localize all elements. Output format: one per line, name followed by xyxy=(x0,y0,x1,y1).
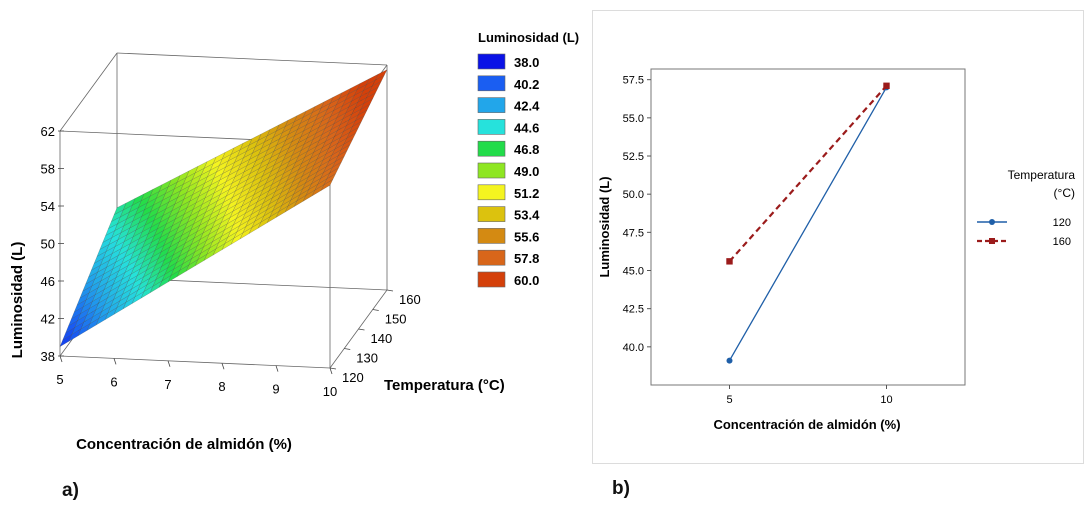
series-line-120 xyxy=(728,86,888,361)
surface-plot: 38 42 46 50 54 58 62 10 9 8 7 6 5 120 130 140 150 160 L… xyxy=(9,30,579,453)
x-tick-label: 5 xyxy=(56,372,63,387)
x-axis-label: Concentración de almidón (%) xyxy=(713,417,900,432)
legend-swatch xyxy=(477,206,506,222)
x-axis-ticks: 5 10 xyxy=(726,385,893,406)
legend-swatch xyxy=(477,271,506,288)
legend-label: 40.2 xyxy=(514,77,539,92)
box-edge xyxy=(116,52,388,66)
legend-swatch xyxy=(477,140,506,157)
y-tick-label: 160 xyxy=(399,292,421,307)
x-tick-label: 8 xyxy=(218,379,225,394)
y-axis-label: Luminosidad (L) xyxy=(597,176,612,277)
y-tick-label: 120 xyxy=(342,370,364,385)
x-tick-label: 5 xyxy=(726,394,732,406)
z-tick-label: 58 xyxy=(41,162,55,177)
plot-area xyxy=(650,68,966,386)
x-tick-label: 10 xyxy=(880,394,892,406)
surface xyxy=(59,69,388,348)
legend-swatch xyxy=(477,249,506,266)
x-tick-mark xyxy=(167,360,171,367)
legend-label: 60.0 xyxy=(514,273,539,288)
x-tick-mark xyxy=(329,367,333,375)
y-axis-label: Temperatura (°C) xyxy=(384,377,505,394)
data-point-120 xyxy=(726,357,733,364)
y-tick-label: 130 xyxy=(356,351,378,366)
legend-marker-120 xyxy=(989,219,995,225)
x-tick-mark xyxy=(59,355,63,363)
x-axis-label: Concentración de almidón (%) xyxy=(76,436,292,453)
y-tick-label: 45.0 xyxy=(623,266,644,278)
series-lines xyxy=(726,82,890,364)
x-tick-label: 9 xyxy=(272,382,279,397)
legend-label: 42.4 xyxy=(514,99,540,114)
legend-title-line2: (°C) xyxy=(1054,186,1075,200)
y-tick-label: 47.5 xyxy=(623,227,644,239)
y-tick-label: 40.0 xyxy=(623,342,644,354)
legend-label: 57.8 xyxy=(514,251,539,266)
data-point-160 xyxy=(726,258,733,265)
legend-swatch xyxy=(477,162,506,179)
panel-label-b: b) xyxy=(612,478,630,499)
legend-swatch xyxy=(477,53,506,70)
x-axis-ticks: 10 9 8 7 6 5 xyxy=(56,355,337,399)
z-axis-ticks: 38 42 46 50 54 58 62 xyxy=(41,124,64,364)
line-chart-panel: 40.0 42.5 45.0 47.5 50.0 52.5 55.0 57.5 5 10 Lum… xyxy=(592,10,1084,464)
y-tick-label: 150 xyxy=(385,312,407,327)
y-tick-label: 52.5 xyxy=(623,151,644,163)
z-axis-label: Luminosidad (L) xyxy=(9,242,26,359)
x-tick-label: 7 xyxy=(164,377,171,392)
legend-label: 55.6 xyxy=(514,229,539,244)
z-tick-label: 62 xyxy=(41,124,55,139)
legend-label: 38.0 xyxy=(514,55,539,70)
y-tick-mark xyxy=(386,289,394,292)
y-axis-ticks: 120 130 140 150 160 xyxy=(329,289,421,385)
legend-swatch xyxy=(477,75,506,92)
y-tick-mark xyxy=(344,348,351,350)
z-tick-label: 50 xyxy=(41,237,55,252)
y-tick-label: 57.5 xyxy=(623,75,644,87)
legend-label: 53.4 xyxy=(514,208,540,223)
panel-label-a: a) xyxy=(62,480,79,501)
y-axis-ticks: 40.0 42.5 45.0 47.5 50.0 52.5 55.0 57.5 xyxy=(623,75,651,354)
y-tick-label: 50.0 xyxy=(623,189,644,201)
y-tick-mark xyxy=(358,328,365,331)
box-edge xyxy=(59,355,331,369)
legend-label: 44.6 xyxy=(514,120,539,135)
legend-swatch xyxy=(477,228,506,244)
legend-marker-160 xyxy=(989,238,995,244)
z-tick-label: 42 xyxy=(41,312,55,327)
legend-title: Luminosidad (L) xyxy=(478,30,579,45)
color-legend: 38.0 40.2 42.4 44.6 46.8 49.0 51.2 53.4 55.6 57.8… xyxy=(477,53,540,288)
y-tick-label: 55.0 xyxy=(623,113,644,125)
series-legend: 120 160 xyxy=(977,217,1071,248)
line-chart: 40.0 42.5 45.0 47.5 50.0 52.5 55.0 57.5 5 10 Lum… xyxy=(597,68,1076,432)
data-point-160 xyxy=(883,82,890,89)
x-tick-mark xyxy=(113,358,117,365)
x-tick-mark xyxy=(275,365,279,372)
legend-label: 46.8 xyxy=(514,142,539,157)
legend-label: 49.0 xyxy=(514,164,539,179)
x-tick-label: 10 xyxy=(323,384,337,399)
x-tick-mark xyxy=(221,363,225,370)
z-tick-label: 38 xyxy=(41,349,55,364)
z-tick-label: 54 xyxy=(41,199,55,214)
y-tick-mark xyxy=(329,367,337,370)
y-tick-mark xyxy=(372,309,379,311)
legend-label: 160 xyxy=(1053,236,1071,248)
z-tick-label: 46 xyxy=(41,274,55,289)
legend-title-line1: Temperatura xyxy=(1008,168,1076,182)
y-tick-label: 140 xyxy=(371,331,393,346)
box-edge xyxy=(59,52,118,132)
legend-swatch xyxy=(477,97,506,113)
y-tick-label: 42.5 xyxy=(623,304,644,316)
legend-swatch xyxy=(477,184,506,201)
legend-label: 120 xyxy=(1053,217,1071,229)
legend-label: 51.2 xyxy=(514,186,539,201)
x-tick-label: 6 xyxy=(110,374,117,389)
surface-cell xyxy=(113,202,127,216)
legend-swatch xyxy=(477,119,506,135)
